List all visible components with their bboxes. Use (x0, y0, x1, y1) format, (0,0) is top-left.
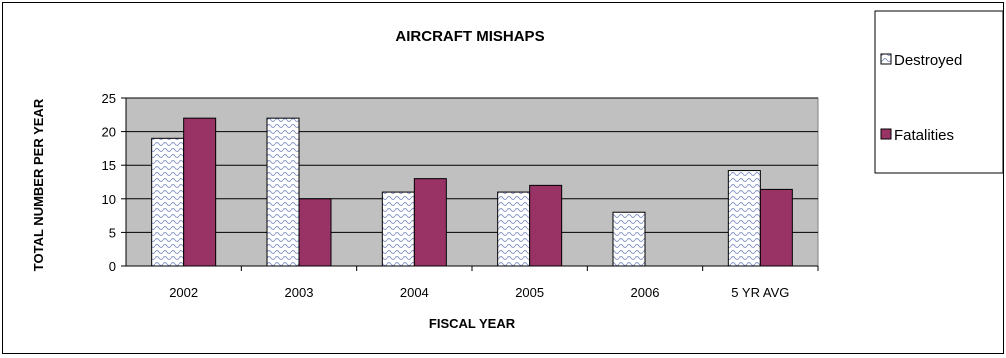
x-axis-title: FISCAL YEAR (429, 316, 516, 331)
y-tick-label: 20 (102, 125, 116, 140)
bar-destroyed-5-yr-avg (727, 170, 761, 267)
y-tick-label: 0 (109, 259, 116, 274)
y-axis-ticks: 0 5 10 15 20 25 (102, 91, 126, 274)
x-tick-label: 2005 (515, 285, 544, 300)
legend-swatch-destroyed (880, 53, 892, 65)
bar-fatalities-2003 (298, 198, 332, 267)
chart-title: AIRCRAFT MISHAPS (395, 28, 544, 45)
x-tick-label: 2003 (285, 285, 314, 300)
bar-destroyed-2006 (612, 211, 646, 267)
bar-fatalities-2005 (529, 184, 563, 267)
legend-label-fatalities: Fatalities (894, 127, 954, 144)
bar-chart: AIRCRAFT MISHAPS 0 5 10 15 20 25 2002 2003 2004… (31, 10, 1004, 331)
legend-label-destroyed: Destroyed (894, 52, 962, 69)
gridlines (126, 97, 818, 233)
bar-destroyed-2003 (266, 117, 300, 267)
bar-destroyed-2002 (151, 137, 185, 267)
bar-fatalities-2002 (183, 117, 217, 267)
bar-fatalities-5-yr-avg (759, 188, 793, 267)
legend: Destroyed Fatalities (874, 10, 1004, 174)
y-tick-label: 15 (102, 158, 116, 173)
plot-area (125, 97, 819, 267)
x-tick-label: 2004 (400, 285, 429, 300)
x-tick-label: 2002 (169, 285, 198, 300)
y-tick-label: 5 (109, 225, 116, 240)
bar-destroyed-2005 (497, 191, 531, 267)
x-tick-label: 2006 (631, 285, 660, 300)
x-tick-label: 5 YR AVG (731, 285, 789, 300)
bar-fatalities-2004 (413, 178, 447, 267)
legend-swatch-fatalities (880, 128, 892, 140)
chart-frame: AIRCRAFT MISHAPS 0 5 10 15 20 25 2002 2003 2004… (2, 2, 1004, 354)
x-axis-ticks: 2002 2003 2004 2005 2006 5 YR AVG (169, 266, 819, 300)
y-tick-label: 25 (102, 91, 116, 106)
legend-box (874, 10, 1004, 174)
bars-group (151, 117, 793, 267)
y-tick-label: 10 (102, 192, 116, 207)
bar-destroyed-2004 (381, 191, 415, 267)
y-axis-title: TOTAL NUMBER PER YEAR (31, 98, 46, 271)
